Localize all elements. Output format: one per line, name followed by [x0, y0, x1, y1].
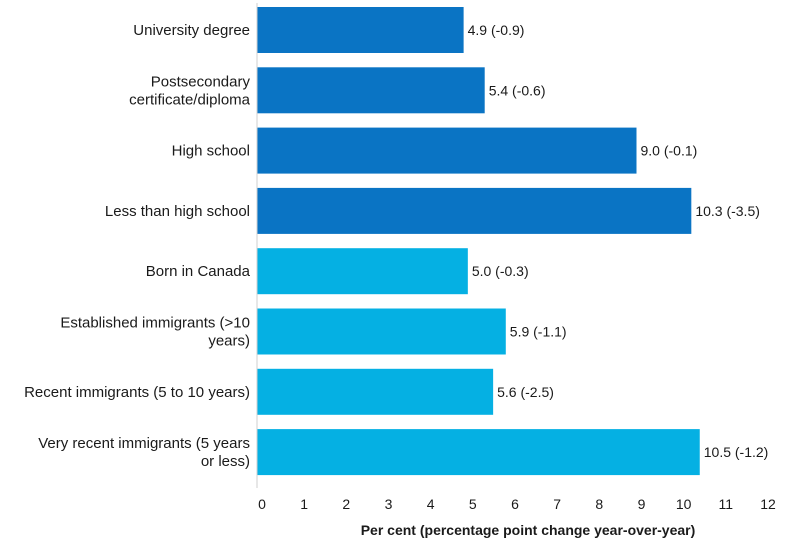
- category-label: Established immigrants (>10 years): [60, 315, 250, 350]
- category-label-line: years): [208, 333, 250, 350]
- category-label-line: Very recent immigrants (5 years: [38, 435, 250, 452]
- category-labels-group: University degree Postsecondary certificat…: [24, 22, 251, 470]
- x-tick-label: 9: [638, 496, 646, 512]
- bar: [257, 248, 468, 295]
- category-label-line: Born in Canada: [146, 263, 251, 280]
- category-label-line: Established immigrants (>10: [60, 315, 250, 332]
- category-label: Less than high school: [105, 203, 250, 220]
- x-tick-label: 7: [553, 496, 561, 512]
- x-tick-label: 12: [760, 496, 776, 512]
- bar: [257, 187, 692, 234]
- x-tick-label: 10: [676, 496, 692, 512]
- x-tick-label: 4: [427, 496, 435, 512]
- category-label-line: High school: [172, 143, 250, 160]
- bar-value-label: 5.6 (-2.5): [497, 384, 554, 400]
- category-label-line: certificate/diploma: [129, 91, 251, 108]
- bar-value-label: 5.4 (-0.6): [489, 82, 546, 98]
- category-label-line: Recent immigrants (5 to 10 years): [24, 384, 250, 401]
- bar-value-label: 10.3 (-3.5): [695, 203, 760, 219]
- bar: [257, 368, 494, 415]
- bar: [257, 429, 700, 476]
- bar: [257, 67, 485, 114]
- category-label: Recent immigrants (5 to 10 years): [24, 384, 250, 401]
- bars-group: [257, 7, 700, 476]
- bar: [257, 308, 506, 355]
- value-labels-group: 4.9 (-0.9) 5.4 (-0.6) 9.0 (-0.1) 10.3 (-3.5…: [468, 22, 769, 460]
- category-label-line: Postsecondary: [151, 73, 251, 90]
- x-tick-label: 3: [385, 496, 393, 512]
- x-tick-label: 5: [469, 496, 477, 512]
- x-tick-label: 2: [342, 496, 350, 512]
- bar-value-label: 9.0 (-0.1): [641, 143, 698, 159]
- category-label-line: or less): [201, 453, 250, 470]
- bar-value-label: 5.0 (-0.3): [472, 263, 529, 279]
- x-tick-labels-group: 0 1 2 3 4 5 6 7 8 9 10 11 12: [258, 496, 776, 512]
- category-label: Very recent immigrants (5 years or less): [38, 435, 250, 470]
- x-tick-label: 8: [595, 496, 603, 512]
- bar-value-label: 4.9 (-0.9): [468, 22, 525, 38]
- x-tick-label: 0: [258, 496, 266, 512]
- category-label: University degree: [133, 22, 250, 39]
- x-tick-label: 11: [719, 496, 734, 512]
- category-label-line: University degree: [133, 22, 250, 39]
- bar: [257, 7, 464, 53]
- x-axis-title: Per cent (percentage point change year-o…: [361, 522, 696, 538]
- category-label-line: Less than high school: [105, 203, 250, 220]
- bar-value-label: 5.9 (-1.1): [510, 324, 567, 340]
- category-label: Postsecondary certificate/diploma: [129, 73, 251, 108]
- category-label: Born in Canada: [146, 263, 251, 280]
- bar: [257, 127, 637, 174]
- x-tick-label: 1: [300, 496, 308, 512]
- category-label: High school: [172, 143, 250, 160]
- x-tick-label: 6: [511, 496, 519, 512]
- bar-value-label: 10.5 (-1.2): [704, 444, 769, 460]
